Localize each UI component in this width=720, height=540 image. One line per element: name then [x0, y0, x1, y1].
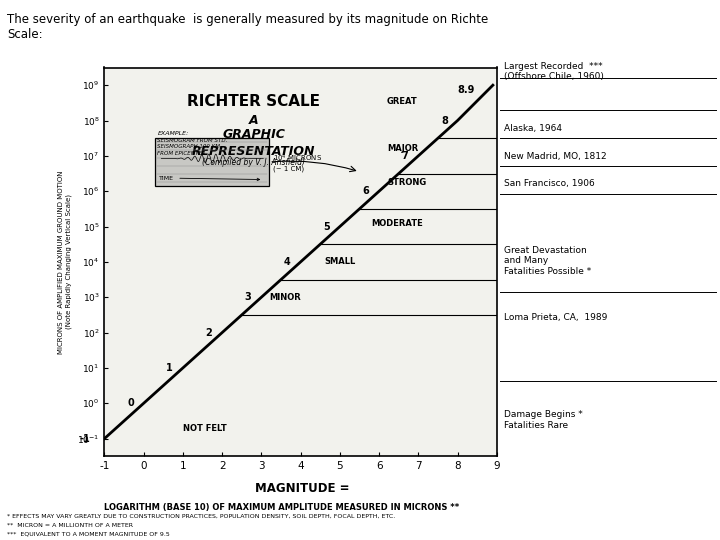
Text: MAJOR: MAJOR — [387, 144, 418, 153]
Text: NOT FELT: NOT FELT — [183, 423, 227, 433]
Text: ***  EQUIVALENT TO A MOMENT MAGNITUDE OF 9.5: *** EQUIVALENT TO A MOMENT MAGNITUDE OF … — [7, 531, 170, 536]
Text: 0: 0 — [127, 399, 134, 408]
Text: SEISMOGRAM FROM STD.
SEISMOGRAPH 100 KM
FROM EPICENTER: SEISMOGRAM FROM STD. SEISMOGRAPH 100 KM … — [158, 138, 228, 156]
Y-axis label: MICRONS OF AMPLIFIED MAXIMUM GROUND MOTION
(Note Rapidly Changing Vertical Scale: MICRONS OF AMPLIFIED MAXIMUM GROUND MOTI… — [58, 170, 72, 354]
Text: The severity of an earthquake  is generally measured by its magnitude on Richte
: The severity of an earthquake is general… — [7, 14, 488, 42]
Text: MAGNITUDE =: MAGNITUDE = — [255, 482, 350, 495]
Text: New Madrid, MO, 1812: New Madrid, MO, 1812 — [504, 152, 607, 161]
Text: 5: 5 — [323, 221, 330, 232]
Text: **  MICRON = A MILLIONTH OF A METER: ** MICRON = A MILLIONTH OF A METER — [7, 523, 133, 528]
Text: (Compiled by V. J. Ansfield): (Compiled by V. J. Ansfield) — [202, 158, 305, 167]
Text: MINOR: MINOR — [269, 293, 301, 302]
Text: Largest Recorded  ***
(Offshore Chile, 1960): Largest Recorded *** (Offshore Chile, 19… — [504, 62, 604, 82]
Text: 1: 1 — [166, 363, 173, 373]
Text: * EFFECTS MAY VARY GREATLY DUE TO CONSTRUCTION PRACTICES, POPULATION DENSITY, SO: * EFFECTS MAY VARY GREATLY DUE TO CONSTR… — [7, 514, 395, 519]
Text: San Francisco, 1906: San Francisco, 1906 — [504, 179, 595, 188]
Text: 4: 4 — [284, 257, 291, 267]
Text: STRONG: STRONG — [387, 178, 426, 187]
Text: 8.9: 8.9 — [458, 85, 475, 96]
Text: 6: 6 — [363, 186, 369, 196]
Text: Alaska, 1964: Alaska, 1964 — [504, 124, 562, 133]
Text: Loma Prieta, CA,  1989: Loma Prieta, CA, 1989 — [504, 313, 608, 322]
Text: GRAPHIC
REPRESENTATION: GRAPHIC REPRESENTATION — [192, 129, 315, 159]
Text: LOGARITHM (BASE 10) OF MAXIMUM AMPLITUDE MEASURED IN MICRONS **: LOGARITHM (BASE 10) OF MAXIMUM AMPLITUDE… — [104, 503, 459, 512]
Text: RICHTER SCALE: RICHTER SCALE — [187, 93, 320, 109]
Text: TIME: TIME — [159, 176, 260, 181]
Text: EXAMPLE:: EXAMPLE: — [158, 131, 189, 136]
Text: 2: 2 — [206, 328, 212, 338]
Text: MODERATE: MODERATE — [372, 219, 423, 227]
Text: GREAT: GREAT — [387, 97, 418, 106]
Text: -1: -1 — [80, 434, 91, 444]
Text: 8: 8 — [441, 116, 448, 125]
Bar — [156, 138, 269, 186]
Text: $10^{4}$ MICRONS
(~ 1 CM): $10^{4}$ MICRONS (~ 1 CM) — [273, 153, 323, 172]
Text: SMALL: SMALL — [324, 258, 356, 266]
Text: Damage Begins *
Fatalities Rare: Damage Begins * Fatalities Rare — [504, 410, 582, 430]
Text: 3: 3 — [245, 292, 251, 302]
Text: 7: 7 — [402, 151, 408, 161]
Text: A: A — [248, 114, 258, 127]
Text: Great Devastation
and Many
Fatalities Possible *: Great Devastation and Many Fatalities Po… — [504, 246, 591, 275]
